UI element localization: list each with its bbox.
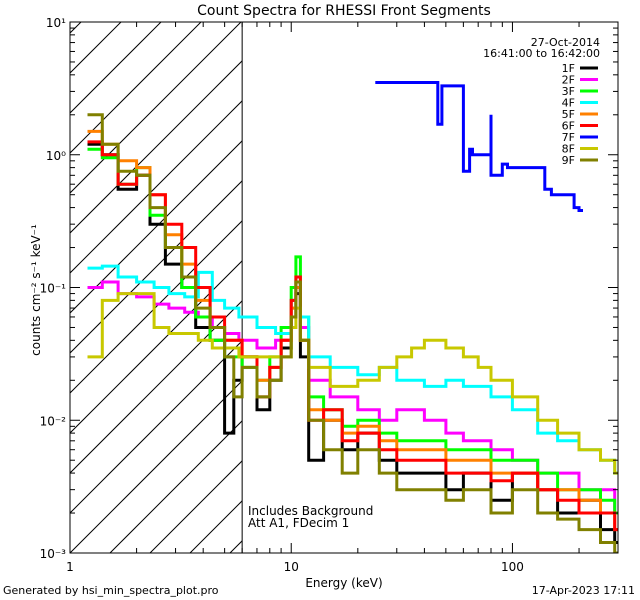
series-line-6f <box>87 140 618 532</box>
chart-title: Count Spectra for RHESSI Front Segments <box>197 3 491 19</box>
timestamp-text: 17-Apr-2023 17:11 <box>532 584 635 597</box>
legend-label-4f: 4F <box>562 97 575 110</box>
series-line-5f <box>87 129 618 532</box>
legend-label-1f: 1F <box>562 62 575 75</box>
y-tick-label: 10⁻³ <box>40 547 67 561</box>
y-tick-label: 10⁻¹ <box>40 282 67 296</box>
hatch-line <box>70 22 242 194</box>
hatch-line <box>70 22 162 114</box>
hatch-line <box>149 460 243 553</box>
hatch-line <box>109 420 243 553</box>
date-label: 27-Oct-2014 <box>531 36 600 49</box>
hatch-line <box>70 300 243 474</box>
hatch-line <box>70 260 243 434</box>
note-attenuator: Att A1, FDecim 1 <box>248 516 349 530</box>
legend-label-3f: 3F <box>562 85 575 98</box>
series-layer <box>87 81 618 553</box>
legend-label-5f: 5F <box>562 108 575 121</box>
hatch-line <box>70 380 243 553</box>
note-background: Includes Background <box>248 504 373 518</box>
x-tick-label: 1 <box>66 560 74 574</box>
y-tick-label: 10⁰ <box>46 149 66 163</box>
y-axis-label: counts cm⁻² s⁻¹ keV⁻¹ <box>29 224 43 356</box>
legend-label-8f: 8F <box>562 143 575 156</box>
hatch-line <box>70 180 243 354</box>
legend-label-2f: 2F <box>562 74 575 87</box>
time-range-label: 16:41:00 to 16:42:00 <box>483 47 600 60</box>
legend-label-6f: 6F <box>562 120 575 133</box>
axis-ticks: 1 10 100 10¹ 10⁰ 10⁻¹ 10⁻² 10⁻³ <box>40 16 619 574</box>
x-axis-label: Energy (keV) <box>305 576 382 590</box>
hatch-line <box>70 60 243 234</box>
hatch-line <box>70 340 243 514</box>
series-line-7f <box>375 81 583 212</box>
hatch-line <box>70 22 202 154</box>
legend-label-9f: 9F <box>562 154 575 167</box>
y-tick-label: 10¹ <box>46 16 66 30</box>
hatch-line <box>70 100 243 274</box>
background-hatched-region <box>70 22 243 553</box>
legend-label-7f: 7F <box>562 131 575 144</box>
y-tick-label: 10⁻² <box>40 414 67 428</box>
x-tick-label: 100 <box>501 560 524 574</box>
series-line-4f <box>87 264 618 475</box>
series-line-9f <box>87 113 618 553</box>
series-line-8f <box>87 292 618 475</box>
x-tick-label: 10 <box>284 560 299 574</box>
generated-by-text: Generated by hsi_min_spectra_plot.pro <box>3 584 219 597</box>
hatch-line <box>70 220 243 394</box>
